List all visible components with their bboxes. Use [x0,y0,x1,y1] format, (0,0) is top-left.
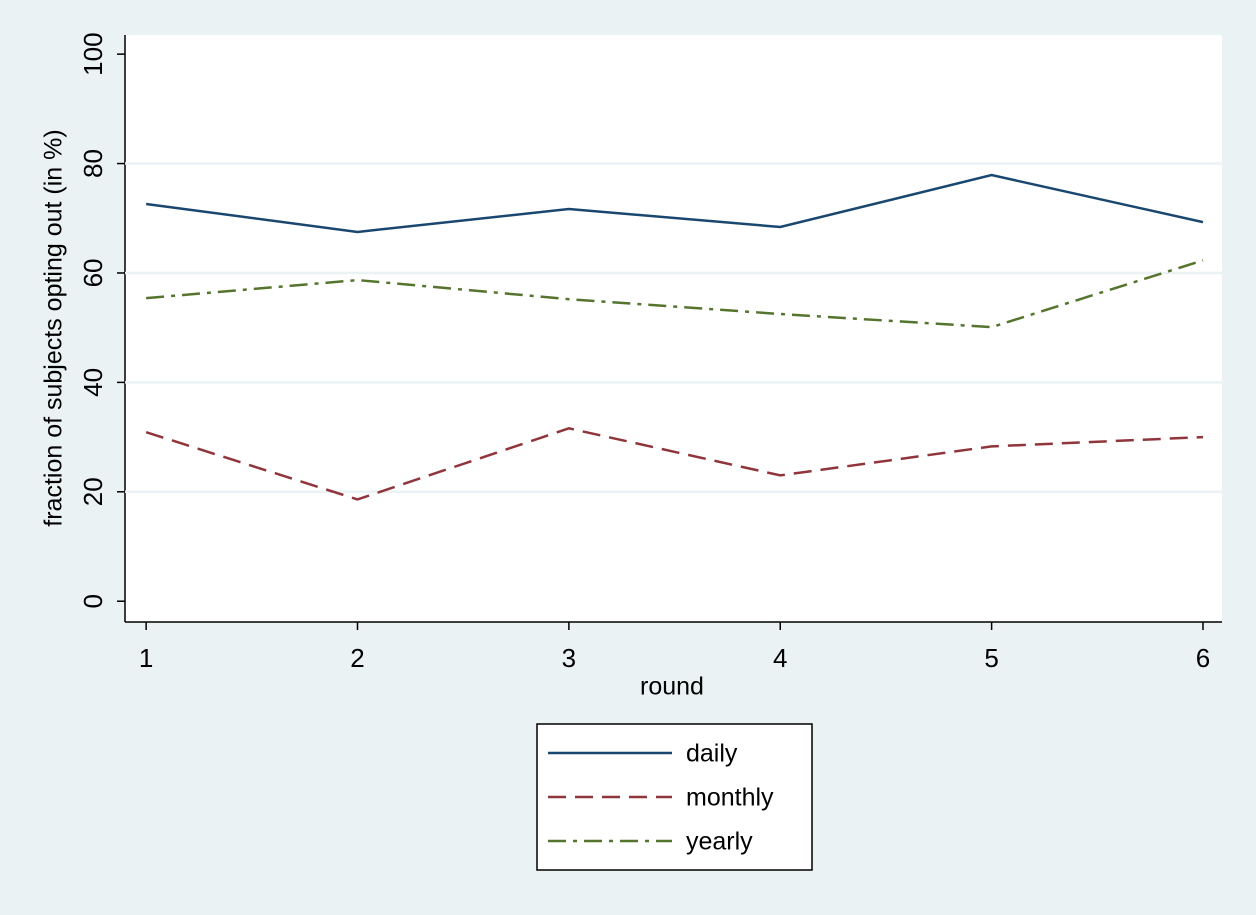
series-line [146,259,1204,329]
series-line [145,173,1204,234]
x-tick-label: 2 [350,643,364,673]
y-tick-label: 80 [78,149,108,178]
y-tick-label: 20 [78,477,108,506]
legend-label: daily [686,740,738,768]
series-line [145,427,1204,501]
x-tick-label: 5 [984,643,998,673]
x-axis-title: round [640,673,704,701]
y-tick-label: 0 [78,594,108,608]
x-tick-label: 3 [562,643,576,673]
x-tick-label: 4 [773,643,787,673]
plot-area [125,35,1222,622]
x-tick-label: 6 [1196,643,1210,673]
y-tick-label: 100 [78,32,108,75]
y-tick-label: 40 [78,368,108,397]
y-axis-title: fraction of subjects opting out (in %) [40,129,68,526]
y-tick-label: 60 [78,259,108,288]
legend-label: monthly [686,784,774,812]
x-tick-label: 1 [139,643,153,673]
legend-label: yearly [686,828,753,856]
